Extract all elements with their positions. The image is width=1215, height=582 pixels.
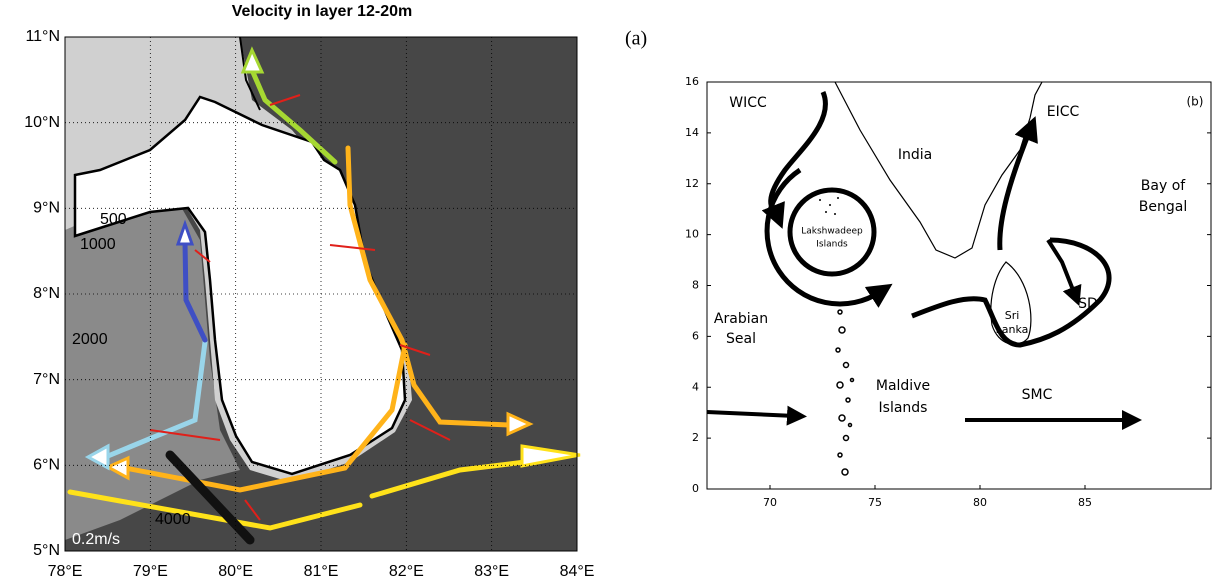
contour-label: 500	[100, 211, 127, 228]
place-label: Islands	[816, 240, 848, 250]
x-tick-label: 82°E	[389, 563, 424, 580]
panel-b-frame	[706, 81, 1212, 490]
place-label: Islands	[879, 400, 928, 416]
x-tick-label: 78°E	[48, 563, 83, 580]
x-tick-label: 83°E	[474, 563, 509, 580]
x-tick-label: 75	[868, 496, 882, 509]
y-tick-label: 6°N	[33, 457, 60, 474]
y-tick-label: 6	[692, 329, 699, 342]
y-tick-label: 4	[692, 380, 699, 393]
y-tick-label: 9°N	[33, 200, 60, 217]
y-tick-label: 11°N	[25, 28, 60, 45]
y-tick-label: 14	[685, 126, 699, 139]
place-label: Sri	[1005, 309, 1020, 322]
y-tick-label: 7°N	[33, 371, 60, 388]
y-tick-label: 8	[692, 279, 699, 292]
place-label: Seal	[726, 331, 756, 347]
y-tick-label: 10°N	[24, 114, 60, 131]
x-tick-label: 79°E	[133, 563, 168, 580]
y-tick-label: 2	[692, 431, 699, 444]
x-tick-label: 80	[973, 496, 987, 509]
y-tick-label: 8°N	[33, 285, 60, 302]
y-tick-label: 12	[685, 177, 699, 190]
panel-b-label: (b)	[1187, 95, 1204, 109]
contour-label: 1000	[80, 236, 116, 253]
place-label: India	[898, 147, 932, 163]
place-label: Bengal	[1139, 199, 1187, 215]
x-tick-label: 84°E	[560, 563, 595, 580]
contour-label: 4000	[155, 511, 191, 528]
place-label: SMC	[1022, 387, 1053, 403]
y-tick-label: 16	[685, 75, 699, 88]
x-tick-label: 80°E	[218, 563, 253, 580]
y-tick-label: 10	[685, 228, 699, 241]
place-label: SD	[1078, 296, 1098, 312]
place-label: Arabian	[714, 311, 768, 327]
panel-b-map	[706, 81, 1142, 476]
place-label: EICC	[1047, 104, 1080, 120]
contour-label: 2000	[72, 331, 108, 348]
y-tick-label: 5°N	[33, 542, 60, 559]
panel-a-label: (a)	[625, 28, 647, 50]
x-tick-label: 81°E	[304, 563, 339, 580]
place-label: Lakshwadeep	[801, 227, 863, 237]
place-label: Bay of	[1141, 178, 1186, 194]
y-tick-label: 0	[692, 482, 699, 495]
scale-label: 0.2m/s	[72, 531, 120, 548]
x-tick-label: 85	[1078, 496, 1092, 509]
place-label: Maldive	[876, 378, 930, 394]
panel-a-title: Velocity in layer 12-20m	[232, 3, 413, 20]
place-label: Lanka	[996, 323, 1029, 336]
place-label: WICC	[729, 95, 767, 111]
panel-a-map	[65, 36, 581, 551]
x-tick-label: 70	[763, 496, 777, 509]
